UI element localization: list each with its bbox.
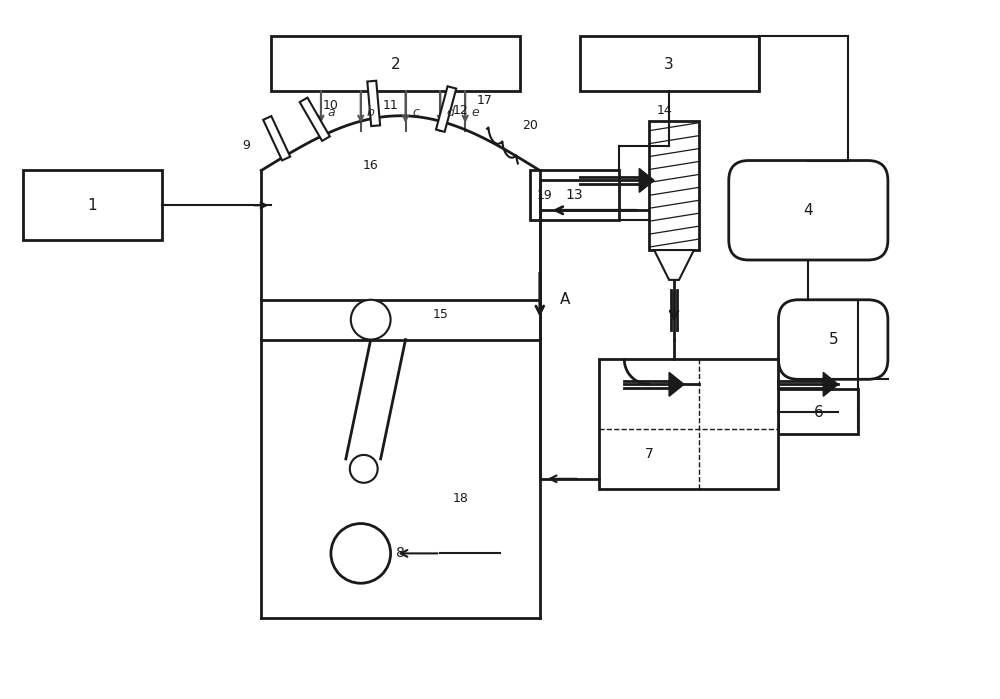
- Text: 14: 14: [656, 104, 672, 117]
- Polygon shape: [669, 373, 684, 396]
- Text: 7: 7: [645, 447, 654, 461]
- Bar: [649, 121, 699, 250]
- Text: a: a: [327, 106, 335, 120]
- Text: 5: 5: [828, 332, 838, 347]
- Text: 1: 1: [87, 198, 97, 212]
- Text: d: d: [446, 106, 454, 120]
- Text: 19: 19: [537, 189, 553, 202]
- Text: e: e: [471, 106, 479, 120]
- Polygon shape: [639, 168, 654, 192]
- Polygon shape: [300, 98, 330, 141]
- Text: 3: 3: [664, 57, 674, 71]
- Text: 18: 18: [452, 492, 468, 505]
- Text: 20: 20: [522, 120, 538, 132]
- Text: 9: 9: [242, 139, 250, 152]
- Polygon shape: [367, 81, 380, 126]
- Bar: [271, 36, 520, 91]
- Bar: [599, 359, 778, 489]
- Polygon shape: [654, 250, 694, 280]
- Text: b: b: [367, 106, 375, 120]
- Circle shape: [331, 524, 391, 583]
- Text: 8: 8: [396, 547, 405, 561]
- Text: 10: 10: [323, 99, 339, 113]
- Text: 17: 17: [477, 94, 493, 108]
- Text: 2: 2: [391, 57, 400, 71]
- Polygon shape: [263, 116, 290, 161]
- Text: 6: 6: [813, 405, 823, 419]
- Text: c: c: [412, 106, 419, 120]
- FancyBboxPatch shape: [778, 300, 888, 380]
- Bar: [778, 389, 858, 434]
- Text: 16: 16: [363, 159, 379, 172]
- Text: 4: 4: [804, 203, 813, 218]
- Polygon shape: [436, 86, 456, 132]
- Bar: [530, 171, 619, 220]
- FancyBboxPatch shape: [729, 161, 888, 260]
- Circle shape: [351, 300, 391, 340]
- Text: 15: 15: [432, 308, 448, 321]
- Circle shape: [350, 455, 378, 483]
- Text: 12: 12: [452, 104, 468, 117]
- Text: 13: 13: [566, 188, 583, 202]
- Bar: [580, 36, 759, 91]
- Text: A: A: [559, 292, 570, 308]
- Polygon shape: [823, 373, 838, 396]
- Text: 11: 11: [383, 99, 398, 113]
- Bar: [23, 171, 162, 240]
